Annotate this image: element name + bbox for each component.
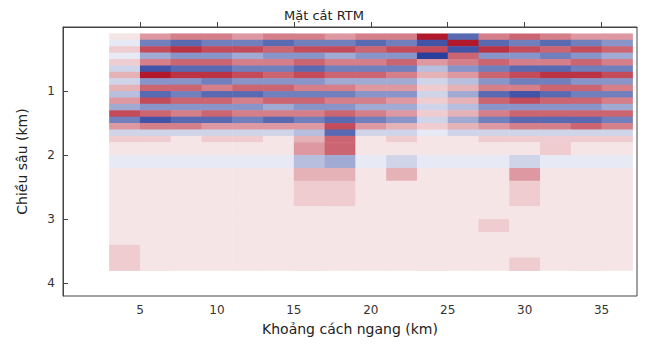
svg-text:5: 5 [136, 303, 144, 317]
svg-text:20: 20 [363, 303, 378, 317]
svg-text:4: 4 [47, 276, 55, 290]
svg-text:15: 15 [286, 303, 301, 317]
svg-text:10: 10 [209, 303, 224, 317]
svg-text:Mặt cắt RTM: Mặt cắt RTM [284, 8, 364, 23]
svg-text:Khoảng cách ngang (km): Khoảng cách ngang (km) [262, 321, 438, 337]
svg-text:30: 30 [517, 303, 532, 317]
svg-text:1: 1 [47, 84, 55, 98]
svg-text:Chiều sâu (km): Chiều sâu (km) [14, 108, 30, 214]
svg-text:35: 35 [594, 303, 609, 317]
svg-text:25: 25 [440, 303, 455, 317]
svg-text:3: 3 [47, 212, 55, 226]
svg-text:2: 2 [47, 148, 55, 162]
